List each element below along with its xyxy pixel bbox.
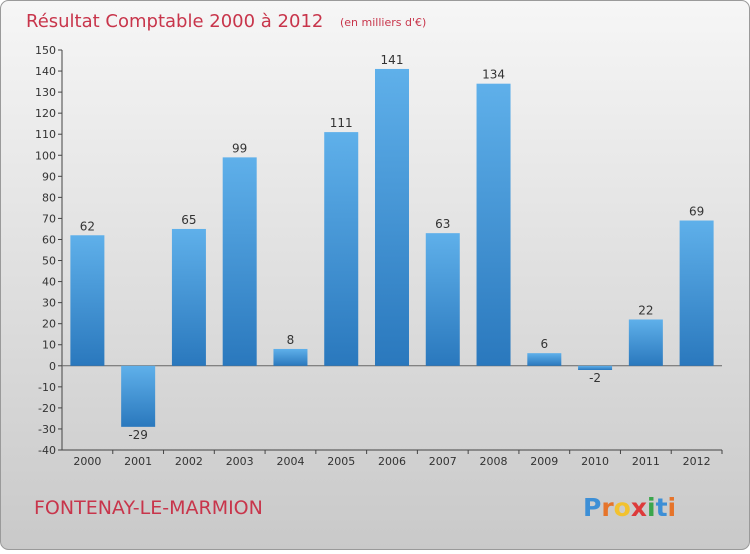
y-tick-label: 120: [35, 107, 56, 120]
y-tick-label: 100: [35, 149, 56, 162]
y-tick-label: 60: [42, 233, 56, 246]
bar-2001: [121, 365, 156, 427]
brand-letter: r: [601, 493, 614, 522]
chart-subtitle: (en milliers d'€): [340, 16, 426, 29]
x-tick-label-2008: 2008: [480, 455, 508, 468]
data-labels: 62 -29 65 99 8 111 141 63 134 6 -2 22 69: [80, 53, 705, 442]
x-tick-label-2006: 2006: [378, 455, 406, 468]
x-tick-label-2004: 2004: [276, 455, 304, 468]
y-tick-label: 140: [35, 65, 56, 78]
brand-letter: i: [668, 493, 677, 522]
brand-letter: o: [614, 493, 631, 522]
bar-2006: [375, 68, 409, 366]
y-tick-label: 30: [42, 297, 56, 310]
y-tick-label: 90: [42, 170, 56, 183]
x-tick-label-2000: 2000: [73, 455, 101, 468]
brand-logo: Proxiti: [583, 493, 676, 522]
y-tick-label: -10: [38, 381, 56, 394]
x-ticks: 2000 2001 2002 2003 2004 2005 2006 2007 2008 2009…: [73, 450, 723, 468]
bar-2005: [324, 132, 359, 366]
y-tick-label: 20: [42, 318, 56, 331]
brand-letter: i: [647, 493, 656, 522]
data-label-2000: 62: [80, 219, 95, 233]
bar-2008: [476, 83, 511, 366]
place-name: FONTENAY-LE-MARMION: [34, 497, 263, 519]
x-tick-label-2012: 2012: [683, 455, 711, 468]
data-label-2010: -2: [589, 371, 601, 385]
x-tick-label-2001: 2001: [124, 455, 152, 468]
data-label-2005: 111: [330, 116, 353, 130]
data-label-2011: 22: [638, 303, 653, 317]
y-tick-label: 130: [35, 86, 56, 99]
y-tick-label: 40: [42, 276, 56, 289]
data-label-2008: 134: [482, 68, 505, 82]
bar-2009: [527, 353, 562, 366]
bar-2010: [578, 365, 613, 370]
x-tick-label-2007: 2007: [429, 455, 457, 468]
chart-title: Résultat Comptable 2000 à 2012: [26, 11, 323, 32]
x-tick-label-2002: 2002: [175, 455, 203, 468]
y-tick-label: 150: [35, 44, 56, 57]
bar-2011: [628, 319, 663, 366]
y-tick-label: 70: [42, 212, 56, 225]
y-tick-label: 50: [42, 255, 56, 268]
bars: [70, 68, 714, 427]
x-tick-label-2005: 2005: [327, 455, 355, 468]
x-tick-label-2011: 2011: [632, 455, 660, 468]
y-ticks: -40 -30 -20 -10 0 10 20 30 40 50 60 70 80 90 100 110 120…: [35, 44, 62, 457]
y-tick-label: -20: [38, 402, 56, 415]
brand-letter: P: [583, 493, 601, 522]
data-label-2006: 141: [381, 53, 404, 67]
x-tick-label-2003: 2003: [226, 455, 254, 468]
brand-letter: t: [656, 493, 668, 522]
data-label-2007: 63: [435, 217, 450, 231]
y-tick-label: 0: [49, 360, 56, 373]
y-tick-label: 10: [42, 339, 56, 352]
bar-2007: [425, 233, 460, 366]
y-tick-label: -30: [38, 423, 56, 436]
y-tick-label: 80: [42, 191, 56, 204]
bar-2012: [679, 220, 714, 366]
data-label-2001: -29: [128, 428, 148, 442]
y-tick-label: 110: [35, 128, 56, 141]
data-label-2012: 69: [689, 205, 704, 219]
data-label-2004: 8: [287, 333, 295, 347]
data-label-2003: 99: [232, 141, 247, 155]
bar-2003: [222, 157, 257, 366]
brand-letter: x: [631, 493, 647, 522]
bar-2002: [171, 228, 206, 366]
x-tick-label-2009: 2009: [530, 455, 558, 468]
x-tick-label-2010: 2010: [581, 455, 609, 468]
y-tick-label: -40: [38, 444, 56, 457]
data-label-2002: 65: [181, 213, 196, 227]
data-label-2009: 6: [540, 337, 548, 351]
bar-2004: [273, 348, 308, 366]
bar-2000: [70, 235, 105, 366]
